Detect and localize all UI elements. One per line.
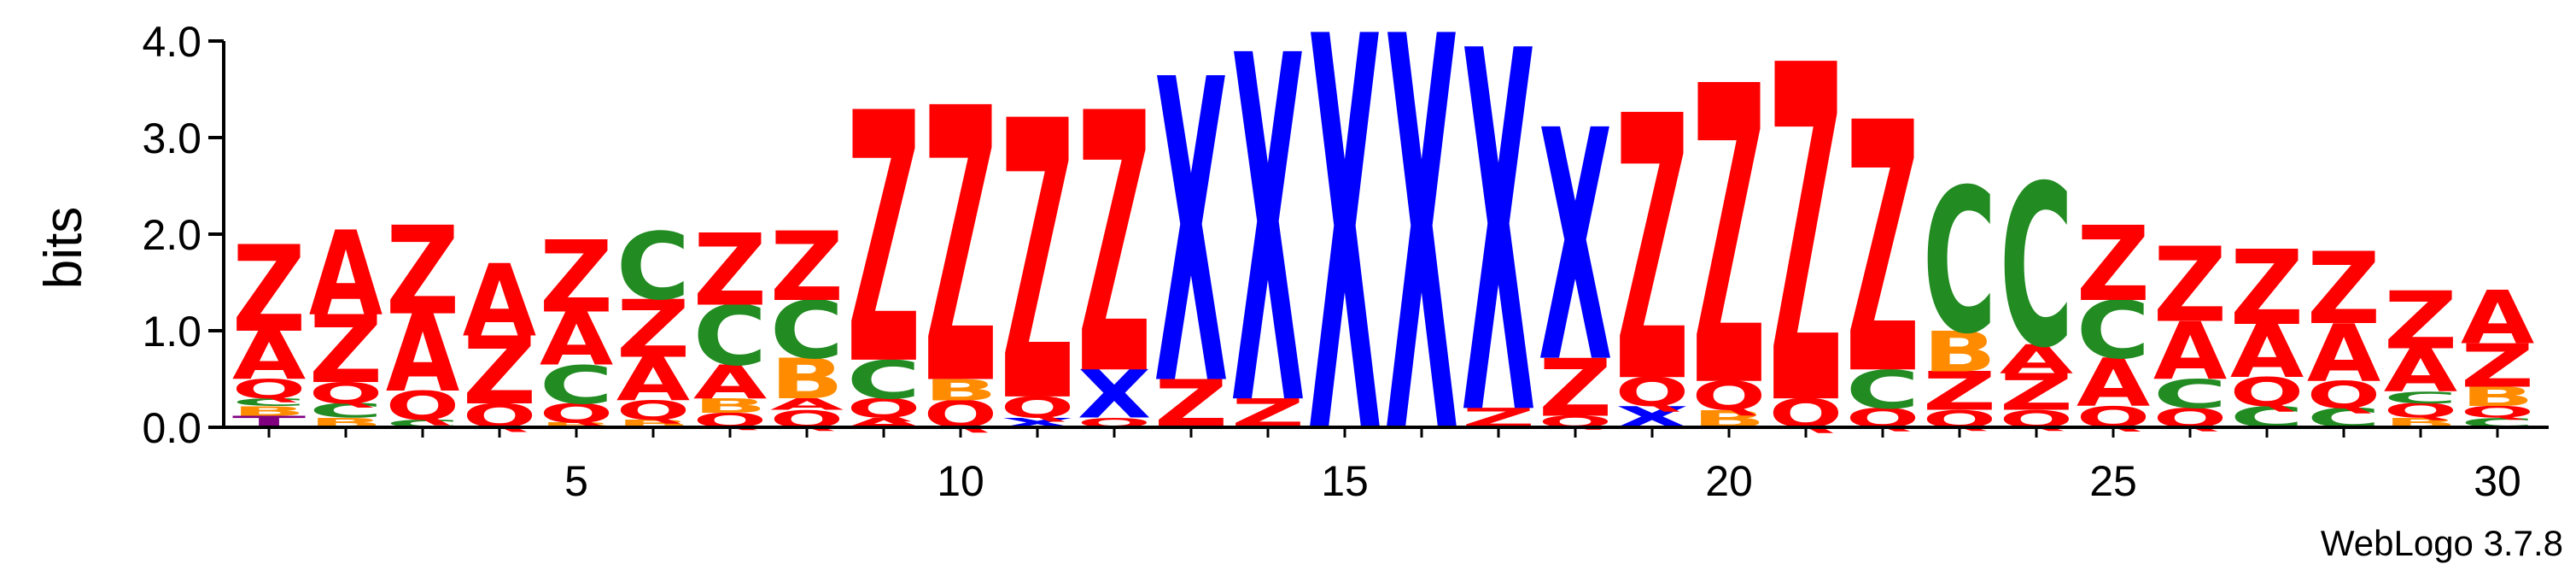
logo-glyph-a-pos-24: A — [2000, 337, 2073, 383]
logo-glyph-a-pos-4: A — [463, 244, 536, 360]
logo-glyph-z-pos-28: Z — [2307, 231, 2380, 346]
x-tick-label: 25 — [2089, 457, 2137, 505]
x-tick-label: 30 — [2474, 457, 2521, 505]
logo-glyph-z-pos-19: Z — [1615, 39, 1689, 463]
y-tick-label: 4.0 — [142, 18, 202, 66]
logo-glyph-q-pos-1: Q — [232, 373, 306, 404]
logo-glyph-b-pos-23: B — [1923, 320, 1996, 385]
logo-glyph-b-pos-10: B — [924, 373, 997, 408]
logo-glyph-z-pos-3: Z — [386, 200, 459, 342]
logo-glyph-a-pos-30: A — [2461, 277, 2535, 361]
logo-glyph-x-pos-16: X — [1385, 0, 1458, 555]
logo-glyph-a-pos-1: A — [232, 318, 306, 395]
logo-glyph-z-pos-4: Z — [463, 317, 536, 426]
logo-glyph-z-pos-2: Z — [309, 296, 383, 404]
x-tick-label: 20 — [1705, 457, 1753, 505]
logo-glyph-z-pos-8: Z — [770, 212, 844, 322]
logo-glyph-a-pos-25: A — [2077, 344, 2150, 421]
logo-glyph-b-pos-30: B — [2461, 381, 2534, 412]
x-tick-label: 15 — [1321, 457, 1369, 505]
logo-glyph-z-pos-24: Z — [2000, 364, 2073, 422]
logo-glyph-q-pos-6: Q — [616, 395, 690, 426]
logo-glyph-q-pos-5: Q — [540, 398, 613, 429]
logo-glyph-b-pos-1: B — [232, 403, 306, 419]
logo-glyph-q-pos-3: Q — [386, 383, 459, 429]
logo-glyph-a-pos-26: A — [2153, 306, 2227, 398]
logo-glyph-q-pos-2: Q — [309, 376, 383, 410]
weblogo-credit: WebLogo 3.7.8 — [2321, 523, 2563, 563]
logo-glyph-a-pos-29: A — [2384, 337, 2457, 406]
logo-glyph-z-pos-30: Z — [2461, 332, 2534, 401]
logo-glyph-b-pos-8: B — [770, 347, 844, 412]
x-tick-label: 5 — [564, 457, 588, 505]
logo-glyph-c-pos-25: C — [2077, 285, 2150, 378]
logo-glyph-c-pos-6: C — [616, 213, 690, 320]
logo-glyph-z-pos-18: Z — [1539, 343, 1612, 435]
y-tick-label: 0.0 — [142, 404, 202, 452]
logo-glyph-a-pos-28: A — [2307, 309, 2380, 401]
logo-glyph-z-pos-7: Z — [693, 213, 767, 328]
logo-glyph-z-pos-26: Z — [2153, 226, 2227, 346]
logo-glyph-q-pos-28: Q — [2307, 373, 2380, 416]
x-axis-ticks: 5 10 15 20 25 30 — [267, 427, 2521, 505]
logo-glyph-q-pos-20: Q — [1692, 373, 1766, 420]
logo-glyph-b-pos-5: B — [540, 421, 613, 429]
logo-glyph-z-pos-9: Z — [847, 41, 920, 441]
logo-glyph-c-pos-22: C — [1846, 360, 1919, 421]
logo-glyph-c-pos-23: C — [1923, 148, 1996, 379]
logo-glyph-z-pos-21: Z — [1769, 0, 1843, 508]
logo-glyph-x-pos-12: X — [1078, 356, 1151, 433]
logo-glyph-stacks: TBCQAZBCQZACQAZQZABQCAZBQAZCQBACZQABCZAQ… — [232, 0, 2535, 555]
logo-glyph-z-pos-12: Z — [1078, 39, 1151, 455]
logo-glyph-q-pos-19: Q — [1615, 369, 1689, 415]
logo-glyph-b-pos-7: B — [693, 395, 767, 418]
logo-glyph-c-pos-7: C — [693, 289, 767, 385]
logo-glyph-q-pos-27: Q — [2230, 369, 2304, 415]
logo-glyph-c-pos-1: C — [232, 397, 306, 408]
logo-glyph-q-pos-29: Q — [2384, 400, 2457, 423]
logo-glyph-c-pos-9: C — [847, 350, 920, 411]
logo-glyph-x-pos-15: X — [1308, 0, 1381, 555]
y-axis-label: bits — [34, 207, 93, 289]
logo-glyph-z-pos-20: Z — [1692, 1, 1766, 479]
logo-glyph-z-pos-5: Z — [540, 220, 613, 335]
y-tick-label: 3.0 — [142, 115, 202, 162]
logo-glyph-q-pos-11: Q — [1001, 391, 1074, 425]
y-tick-label: 1.0 — [142, 308, 202, 356]
logo-glyph-c-pos-24: C — [2000, 138, 2073, 397]
logo-glyph-z-pos-23: Z — [1923, 361, 1996, 423]
logo-axes: 0.0 1.0 2.0 3.0 4.0 5 10 15 20 25 30 bits — [34, 18, 2549, 505]
logo-glyph-z-pos-22: Z — [1846, 50, 1919, 450]
logo-glyph-a-pos-27: A — [2230, 310, 2304, 395]
logo-glyph-z-pos-27: Z — [2230, 229, 2304, 349]
logo-glyph-z-pos-29: Z — [2384, 275, 2457, 367]
y-tick-label: 2.0 — [142, 211, 202, 259]
logo-glyph-z-pos-1: Z — [232, 220, 306, 359]
y-axis-ticks: 0.0 1.0 2.0 3.0 4.0 — [142, 18, 224, 452]
logo-glyph-a-pos-7: A — [693, 356, 768, 409]
logo-glyph-c-pos-8: C — [770, 285, 844, 378]
logo-glyph-q-pos-30: Q — [2461, 403, 2534, 422]
logo-glyph-c-pos-2: C — [309, 399, 383, 422]
logo-glyph-c-pos-26: C — [2153, 372, 2227, 418]
logo-glyph-z-pos-11: Z — [1001, 41, 1074, 487]
logo-glyph-c-pos-29: C — [2384, 389, 2457, 408]
logo-glyph-a-pos-3: A — [386, 293, 459, 416]
logo-glyph-x-pos-17: X — [1462, 0, 1535, 526]
logo-glyph-a-pos-6: A — [616, 345, 690, 414]
logo-glyph-z-pos-10: Z — [924, 30, 997, 468]
logo-glyph-x-pos-18: X — [1539, 62, 1612, 432]
logo-glyph-c-pos-5: C — [540, 355, 613, 416]
logo-glyph-a-pos-8: A — [770, 395, 844, 414]
logo-glyph-z-pos-6: Z — [616, 284, 690, 376]
x-tick-label: 10 — [937, 457, 984, 505]
logo-glyph-a-pos-5: A — [540, 298, 614, 383]
logo-glyph-q-pos-9: Q — [847, 393, 920, 424]
logo-glyph-z-pos-25: Z — [2077, 205, 2150, 325]
logo-glyph-x-pos-13: X — [1154, 0, 1228, 478]
logo-glyph-a-pos-2: A — [309, 207, 383, 343]
